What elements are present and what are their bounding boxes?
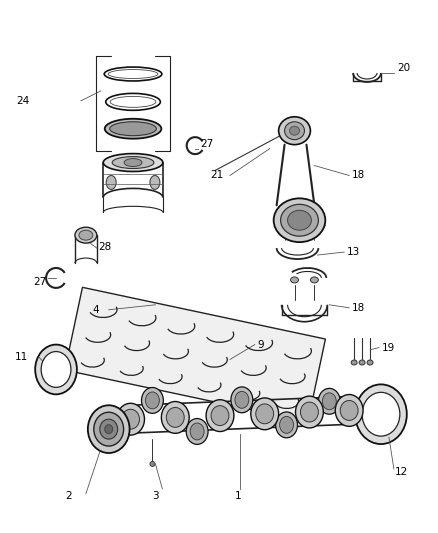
Text: 4: 4 [93,305,99,315]
Ellipse shape [290,277,298,283]
Ellipse shape [279,117,311,144]
Ellipse shape [94,412,124,446]
Text: 11: 11 [15,352,28,361]
Text: 2: 2 [66,491,72,501]
Text: 19: 19 [382,343,395,352]
Ellipse shape [166,407,184,427]
Ellipse shape [340,400,358,421]
Ellipse shape [231,387,253,413]
Ellipse shape [122,409,140,429]
Text: 20: 20 [397,63,410,73]
Ellipse shape [105,119,161,139]
Ellipse shape [117,403,145,435]
Ellipse shape [112,157,154,168]
Text: 18: 18 [352,171,365,181]
Ellipse shape [124,158,142,166]
Ellipse shape [281,204,318,236]
Ellipse shape [106,175,116,189]
Text: 1: 1 [235,491,241,501]
Text: 27: 27 [200,139,213,149]
Text: 27: 27 [33,277,46,287]
Ellipse shape [351,360,357,365]
Ellipse shape [79,230,93,240]
Ellipse shape [190,423,204,440]
Text: 18: 18 [352,303,365,313]
Ellipse shape [103,154,163,172]
Ellipse shape [256,404,274,424]
Ellipse shape [311,277,318,283]
Ellipse shape [285,122,304,140]
Text: 3: 3 [152,491,159,501]
Ellipse shape [296,396,323,428]
Ellipse shape [186,418,208,445]
Polygon shape [65,287,325,422]
Ellipse shape [274,198,325,242]
Text: 9: 9 [258,340,265,350]
Ellipse shape [235,391,249,408]
Ellipse shape [318,389,340,414]
Ellipse shape [150,462,155,466]
Ellipse shape [355,384,407,444]
Ellipse shape [141,387,163,414]
Ellipse shape [279,416,293,433]
Ellipse shape [100,419,118,439]
Ellipse shape [88,405,130,453]
Ellipse shape [211,406,229,425]
Ellipse shape [362,392,400,436]
Text: 12: 12 [395,467,408,477]
Ellipse shape [251,398,279,430]
Ellipse shape [206,400,234,432]
Ellipse shape [35,345,77,394]
Text: 21: 21 [210,171,223,181]
Ellipse shape [276,412,297,438]
Text: 13: 13 [347,247,360,257]
Ellipse shape [288,211,311,230]
Ellipse shape [290,126,300,135]
Ellipse shape [322,393,336,410]
Ellipse shape [75,227,97,243]
Ellipse shape [41,352,71,387]
Text: 24: 24 [16,96,29,106]
Text: 28: 28 [98,242,111,252]
Ellipse shape [335,394,363,426]
Ellipse shape [145,392,159,409]
Ellipse shape [161,401,189,433]
Ellipse shape [300,402,318,422]
Ellipse shape [110,122,156,136]
Ellipse shape [150,175,160,189]
Ellipse shape [367,360,373,365]
Ellipse shape [105,425,113,434]
Ellipse shape [359,360,365,365]
